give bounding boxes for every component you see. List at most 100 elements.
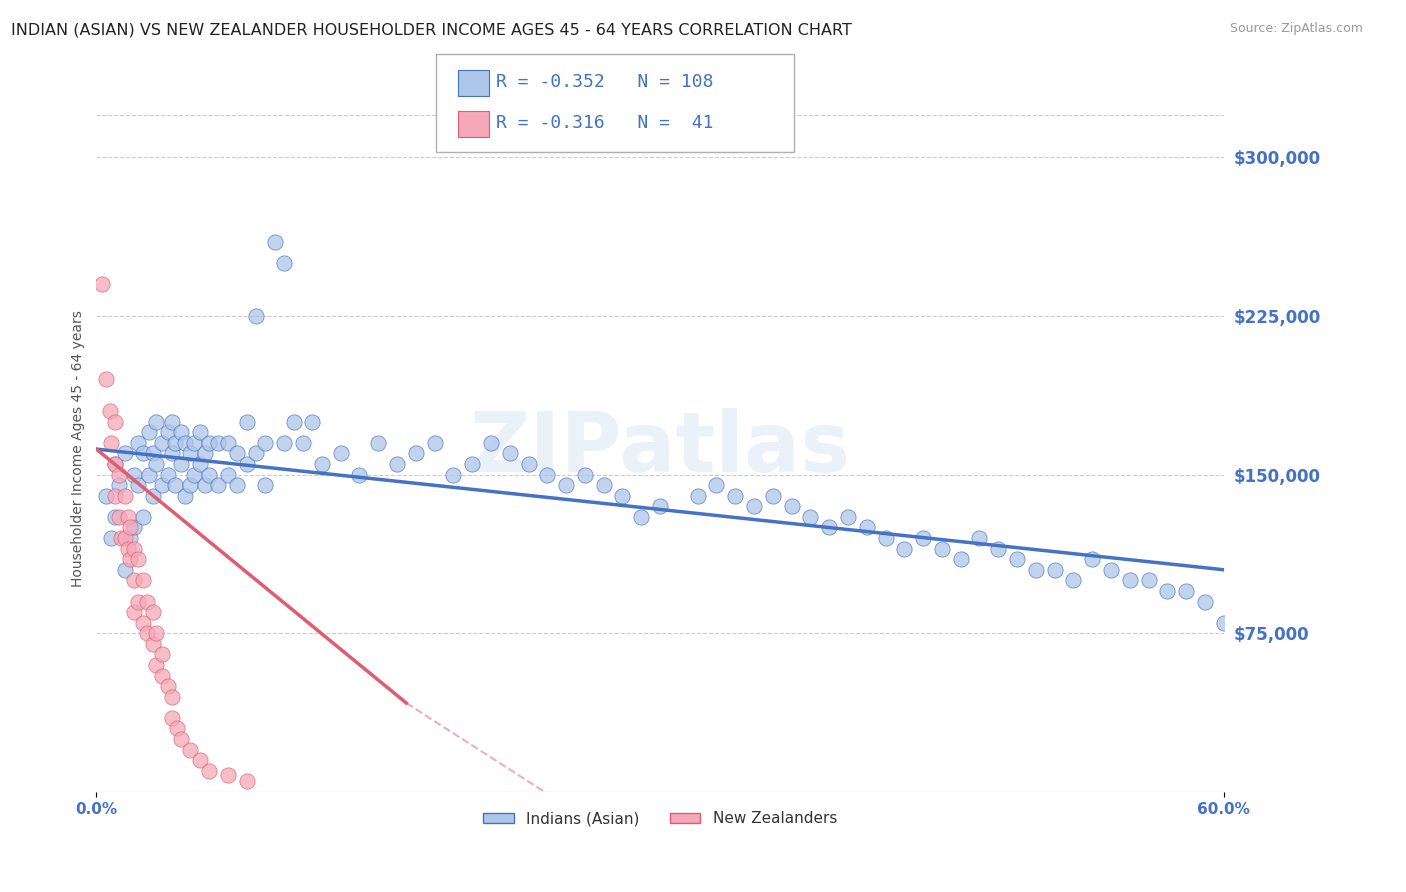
Point (132, 615, 155, 630)
Point (875, 531, 897, 545)
Point (536, 467, 558, 482)
Point (188, 753, 211, 767)
Point (235, 415, 257, 429)
Point (226, 478, 249, 492)
Point (441, 467, 464, 482)
Point (837, 509, 859, 524)
Point (949, 552, 972, 566)
Point (120, 531, 142, 545)
Point (188, 457, 211, 471)
Text: INDIAN (ASIAN) VS NEW ZEALANDER HOUSEHOLDER INCOME AGES 45 - 64 YEARS CORRELATIO: INDIAN (ASIAN) VS NEW ZEALANDER HOUSEHOL… (11, 22, 852, 37)
Point (724, 489, 747, 503)
Point (1194, 594, 1216, 608)
Point (100, 435, 122, 450)
Point (235, 457, 257, 471)
Point (138, 425, 160, 440)
Point (145, 658, 167, 673)
Point (1137, 574, 1160, 588)
Point (91, 277, 114, 291)
Point (1043, 563, 1066, 577)
Point (136, 594, 159, 608)
Point (110, 531, 132, 545)
Point (245, 446, 267, 460)
Point (179, 446, 201, 460)
Point (160, 415, 183, 429)
Point (235, 774, 257, 789)
Point (122, 574, 145, 588)
Point (245, 309, 267, 323)
Point (273, 435, 295, 450)
Point (254, 435, 277, 450)
Point (170, 732, 193, 747)
Point (198, 435, 221, 450)
Text: Source: ZipAtlas.com: Source: ZipAtlas.com (1230, 22, 1364, 36)
Point (1025, 563, 1047, 577)
Point (173, 435, 195, 450)
Point (1119, 574, 1142, 588)
Point (349, 467, 371, 482)
Point (156, 679, 179, 693)
Point (198, 764, 221, 778)
Point (114, 563, 136, 577)
Point (104, 489, 127, 503)
Point (170, 425, 193, 440)
Point (1062, 574, 1084, 588)
Point (122, 541, 145, 556)
Point (1005, 552, 1028, 566)
Point (283, 415, 305, 429)
Point (188, 425, 211, 440)
Point (818, 520, 841, 534)
Point (132, 509, 155, 524)
Point (648, 500, 671, 514)
Point (179, 742, 201, 756)
Point (142, 489, 165, 503)
Point (367, 435, 389, 450)
Point (108, 478, 131, 492)
Point (254, 478, 277, 492)
Point (127, 594, 149, 608)
Point (762, 489, 785, 503)
Point (104, 415, 127, 429)
Point (104, 509, 127, 524)
Point (1081, 552, 1104, 566)
Point (969, 531, 991, 545)
Point (592, 478, 614, 492)
Point (630, 509, 652, 524)
Point (165, 435, 187, 450)
Point (156, 425, 179, 440)
Point (574, 467, 596, 482)
Point (136, 626, 159, 640)
Point (226, 446, 249, 460)
Point (263, 235, 285, 249)
Point (108, 509, 131, 524)
Point (120, 520, 142, 534)
Point (207, 435, 229, 450)
Point (612, 489, 634, 503)
Point (94, 372, 117, 386)
Text: R = -0.316   N =  41: R = -0.316 N = 41 (496, 114, 714, 132)
Point (117, 509, 139, 524)
Point (499, 446, 522, 460)
Point (132, 574, 155, 588)
Point (1175, 583, 1198, 598)
Point (931, 541, 953, 556)
Point (150, 668, 173, 682)
Point (108, 467, 131, 482)
Point (156, 467, 179, 482)
Point (114, 531, 136, 545)
Point (329, 446, 352, 460)
Point (301, 415, 323, 429)
Point (127, 435, 149, 450)
Point (100, 531, 122, 545)
Point (742, 500, 765, 514)
Point (183, 435, 205, 450)
Point (94, 489, 117, 503)
Point (142, 446, 165, 460)
Point (170, 457, 193, 471)
Point (194, 478, 217, 492)
Point (855, 520, 877, 534)
Legend: Indians (Asian), New Zealanders: Indians (Asian), New Zealanders (477, 805, 844, 832)
Point (117, 541, 139, 556)
Point (194, 446, 217, 460)
Point (138, 467, 160, 482)
